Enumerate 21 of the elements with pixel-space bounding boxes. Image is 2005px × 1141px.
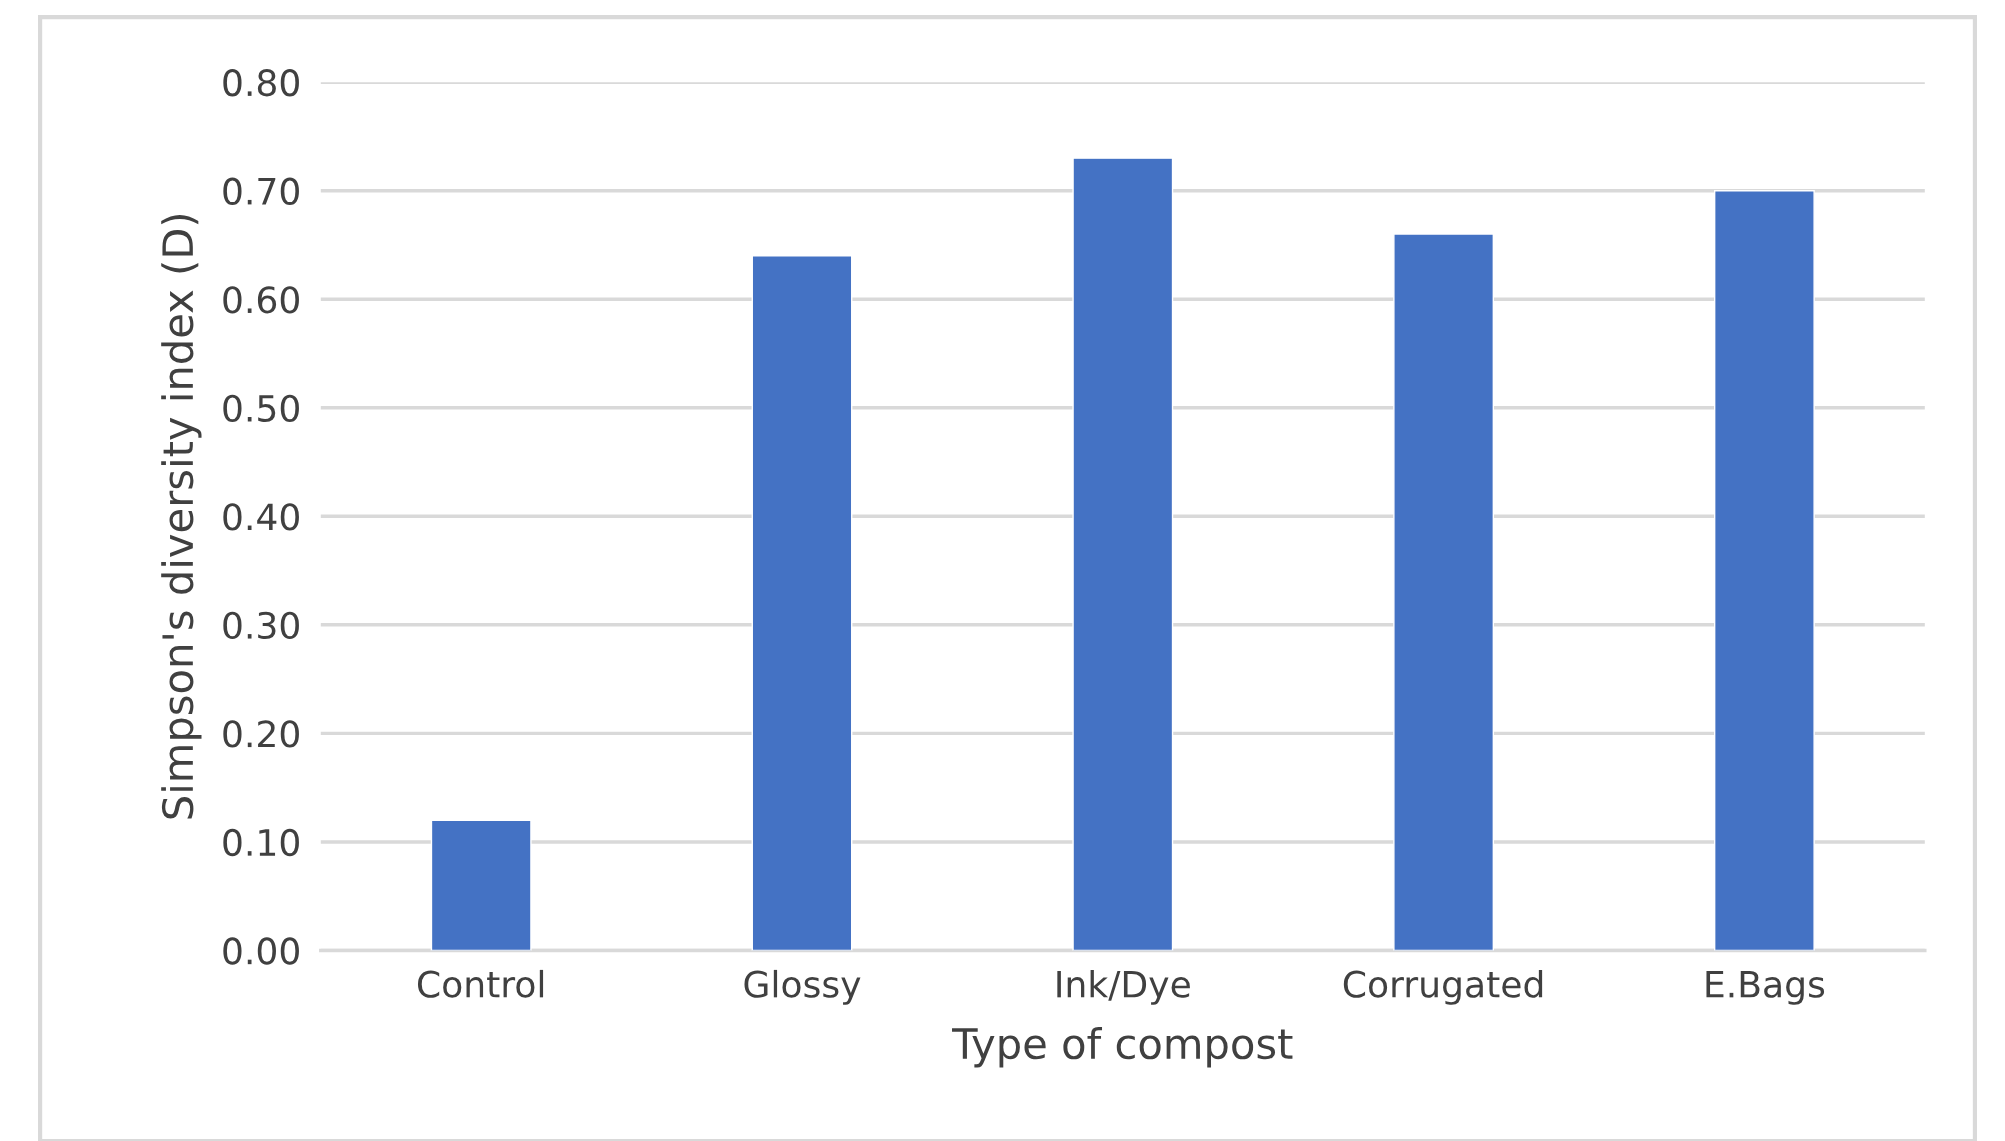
y-axis-title: Simpson's diversity index (D) <box>161 214 202 819</box>
y-tick-label: 0.80 <box>223 69 299 97</box>
bar <box>1072 157 1174 951</box>
x-axis-title: Type of compost <box>952 1027 1293 1068</box>
y-tick-label: 0.20 <box>223 720 299 748</box>
y-tick-label: 0.40 <box>223 503 299 531</box>
y-tick-label: 0.30 <box>223 611 299 640</box>
x-tick-label: E.Bags <box>1706 971 1825 1005</box>
bar <box>1393 233 1495 951</box>
y-tick-label: 0.60 <box>223 286 299 314</box>
bar <box>430 819 532 951</box>
x-tick-label: Glossy <box>744 969 861 1005</box>
y-tick-label: 0.00 <box>223 937 299 965</box>
y-tick-label: 0.70 <box>223 177 299 205</box>
bar <box>1713 189 1815 951</box>
y-tick-label: 0.50 <box>223 394 299 422</box>
x-tick-label: Corrugated <box>1343 969 1543 1005</box>
x-tick-label: Ink/Dye <box>1057 969 1190 1005</box>
x-tick-label: Control <box>417 969 544 998</box>
y-tick-label: 0.10 <box>223 828 299 857</box>
bar <box>751 255 853 951</box>
